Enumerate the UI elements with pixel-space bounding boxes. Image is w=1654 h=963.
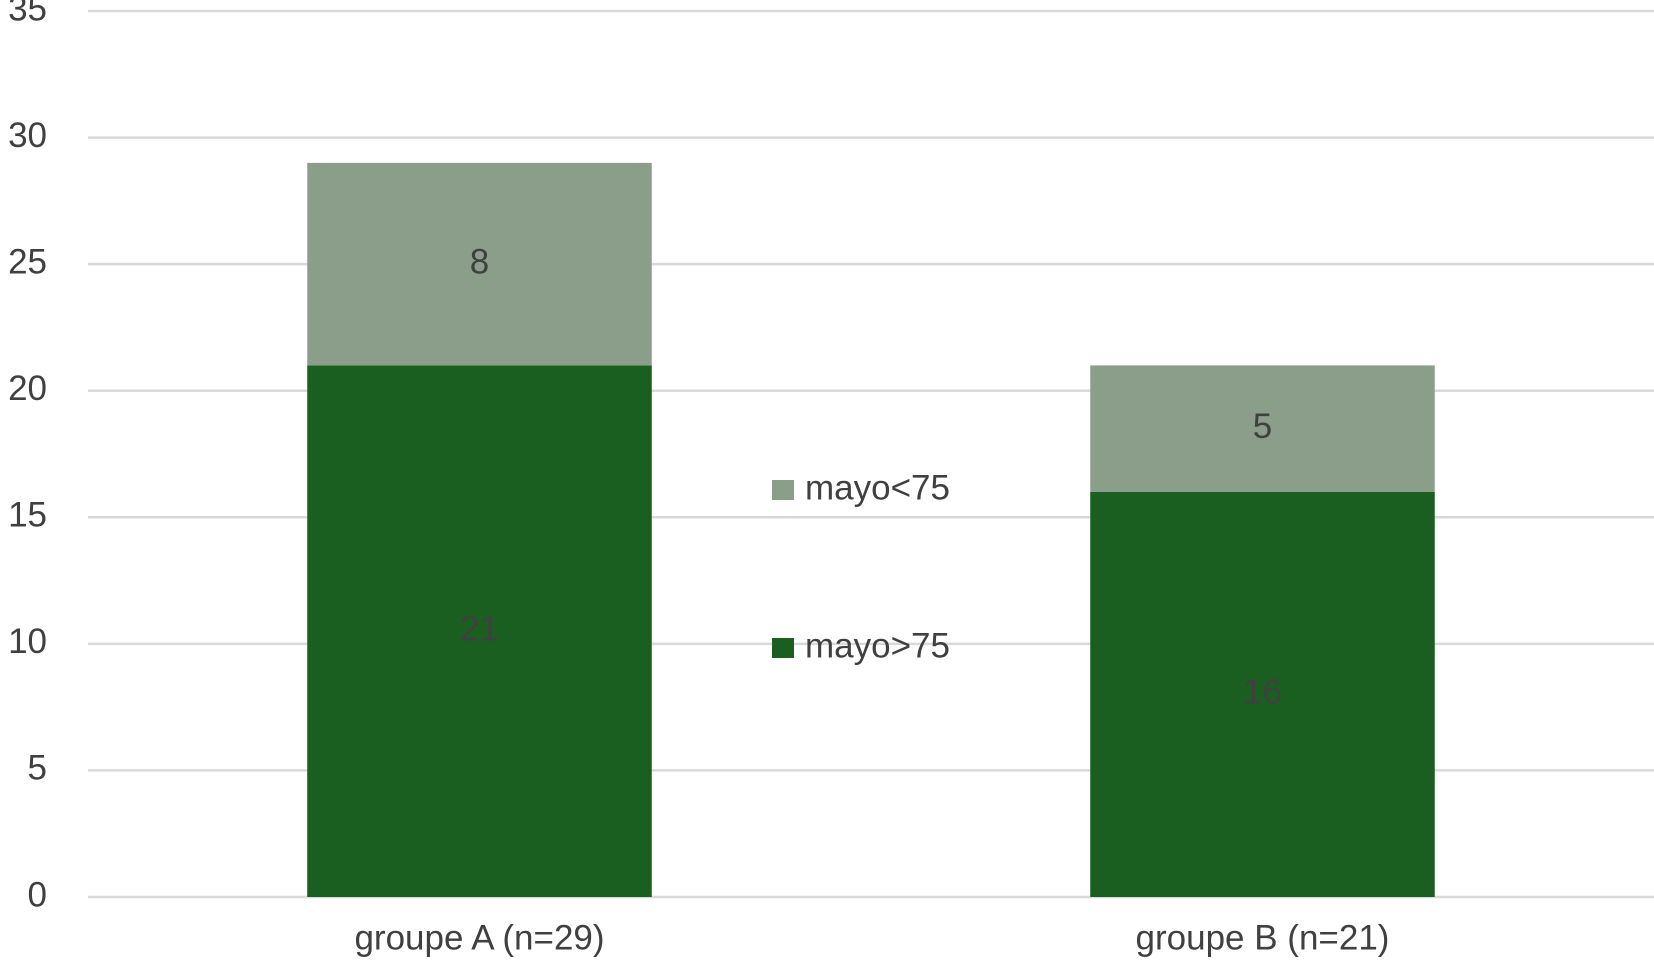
data-label: 8 — [470, 242, 489, 281]
legend-label: mayo>75 — [805, 626, 950, 665]
y-tick-label: 5 — [28, 749, 47, 788]
data-label: 5 — [1253, 407, 1272, 446]
legend-swatch — [772, 480, 794, 500]
y-tick-label: 25 — [8, 242, 47, 281]
data-label: 21 — [460, 609, 499, 648]
x-tick-label: groupe A (n=29) — [354, 918, 604, 957]
bar-segment — [1090, 365, 1435, 492]
bar-segment — [307, 365, 652, 897]
legend-swatch — [772, 638, 794, 658]
y-tick-label: 20 — [8, 369, 47, 408]
data-label: 16 — [1243, 673, 1282, 712]
y-tick-label: 30 — [8, 116, 47, 155]
bar-segment — [1090, 491, 1435, 897]
y-tick-label: 15 — [8, 496, 47, 535]
y-tick-label: 10 — [8, 622, 47, 661]
bar-segment — [307, 162, 652, 366]
y-tick-label: 35 — [8, 0, 47, 28]
x-tick-label: groupe B (n=21) — [1136, 918, 1390, 957]
y-tick-label: 0 — [28, 875, 47, 914]
legend-label: mayo<75 — [805, 468, 950, 507]
